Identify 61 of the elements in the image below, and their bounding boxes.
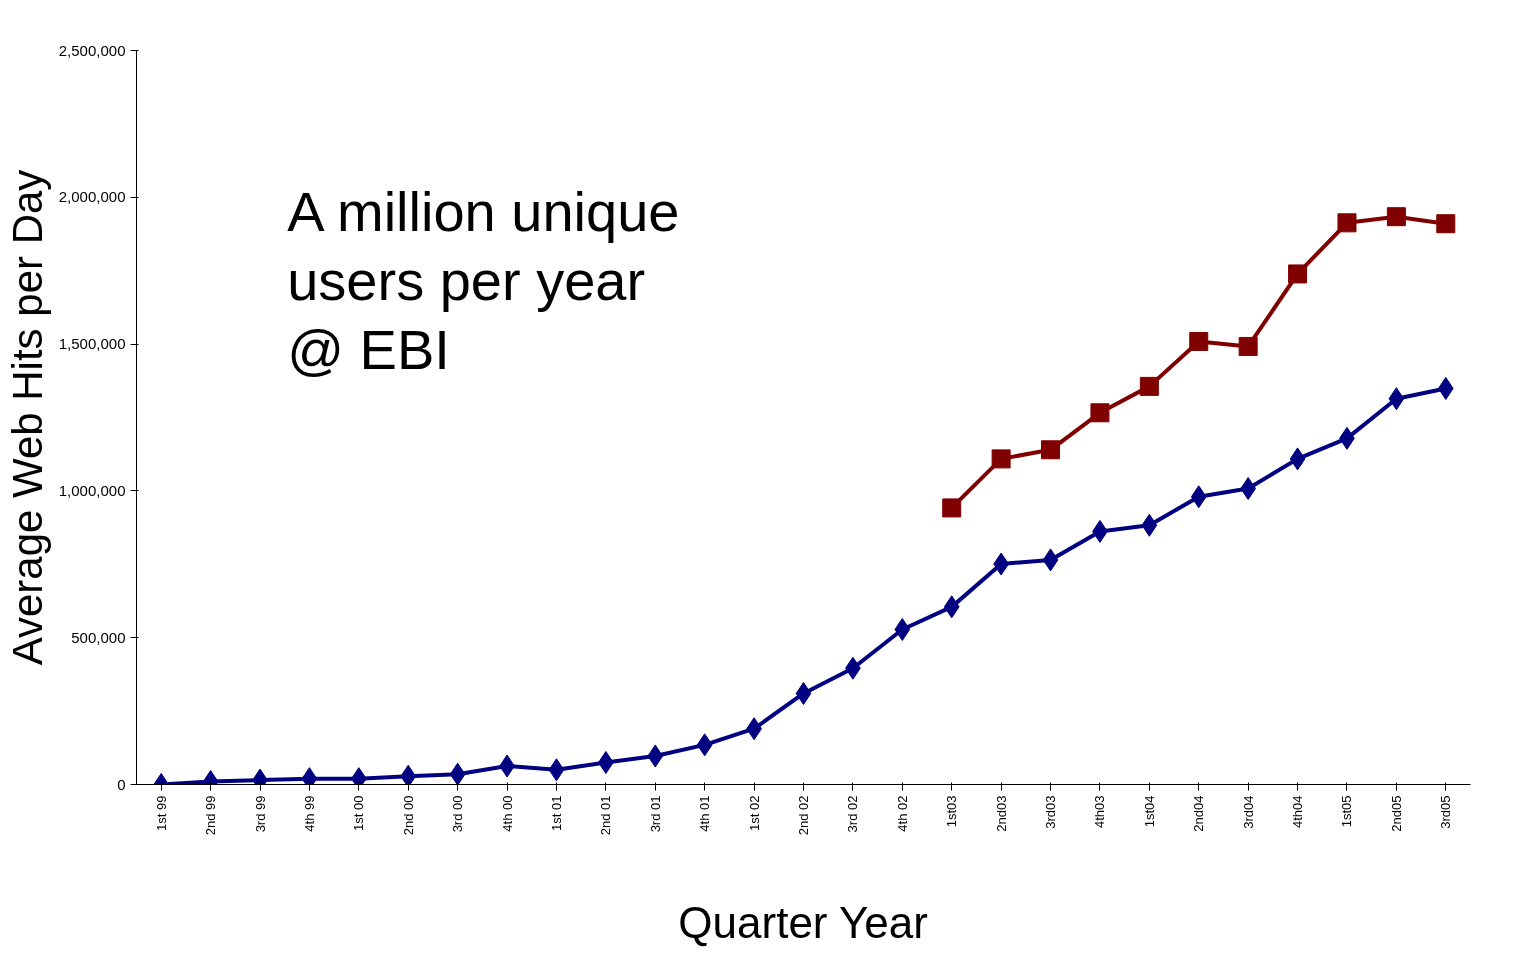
x-tick-label: 2nd04 — [1191, 795, 1207, 832]
x-tick-label: 1st04 — [1141, 795, 1157, 828]
y-axis-title: Average Web Hits per Day — [3, 169, 51, 666]
annotation: A million unique users per year @ EBI — [287, 179, 680, 382]
point — [696, 733, 713, 757]
point — [1041, 440, 1061, 460]
x-tick-label: 4th 99 — [301, 795, 317, 832]
point — [1337, 213, 1357, 233]
x-tick-label: 2nd03 — [993, 795, 1009, 832]
point — [1139, 376, 1159, 396]
x-tick-label: 1st05 — [1339, 795, 1355, 828]
point — [1386, 207, 1406, 227]
y-tick-label: 2,500,000 — [58, 41, 126, 59]
point — [1189, 331, 1209, 351]
point — [400, 764, 417, 785]
point — [1190, 485, 1207, 509]
x-tick-label: 2nd 01 — [598, 795, 614, 836]
x-tick-label: 3rd 99 — [252, 795, 268, 833]
x-tick-label: 4th03 — [1092, 795, 1108, 829]
point — [1288, 264, 1308, 284]
point — [449, 762, 466, 785]
point — [1437, 376, 1454, 400]
x-tick-label: 4th 00 — [499, 795, 515, 832]
point — [1388, 387, 1405, 411]
x-tick-label: 4th 01 — [697, 795, 713, 832]
point — [548, 758, 565, 782]
x-tick-label: 1st 00 — [351, 795, 367, 831]
x-tick-label: 1st03 — [944, 795, 960, 828]
point — [942, 498, 962, 518]
x-tick-label: 2nd05 — [1388, 795, 1404, 832]
point — [1090, 403, 1110, 423]
point — [1289, 447, 1306, 471]
x-tick-label: 4th04 — [1290, 795, 1306, 829]
point — [1436, 214, 1456, 234]
point — [943, 595, 960, 619]
x-tick-label: 1st 01 — [548, 795, 564, 831]
x-tick-label: 2nd 99 — [203, 795, 219, 836]
point — [1238, 336, 1258, 356]
point — [647, 744, 664, 768]
x-tick-label: 3rd 00 — [450, 795, 466, 833]
x-tick-label: 1st 99 — [153, 795, 169, 831]
x-tick-label: 3rd 01 — [647, 795, 663, 833]
point — [991, 449, 1011, 469]
x-tick-label: 3rd 02 — [845, 795, 861, 833]
y-tick-label: 1,000,000 — [58, 481, 126, 499]
x-tick-label: 4th 02 — [894, 795, 910, 832]
x-tick-label: 1st 02 — [746, 795, 762, 831]
x-tick-label: 3rd05 — [1438, 795, 1454, 829]
y-tick-label: 0 — [117, 775, 126, 793]
x-tick-label: 3rd04 — [1240, 795, 1256, 829]
y-tick-label: 2,000,000 — [58, 188, 126, 206]
x-tick-label: 3rd03 — [1043, 795, 1059, 829]
point — [894, 617, 911, 641]
y-tick-label: 500,000 — [71, 628, 126, 646]
x-tick-label: 2nd 00 — [400, 795, 416, 836]
point — [795, 681, 812, 705]
x-tick-label: 2nd 02 — [796, 795, 811, 836]
point — [1141, 513, 1158, 537]
y-tick-label: 1,500,000 — [58, 335, 126, 353]
x-axis-title: Quarter Year — [678, 898, 928, 948]
point — [1042, 548, 1059, 572]
